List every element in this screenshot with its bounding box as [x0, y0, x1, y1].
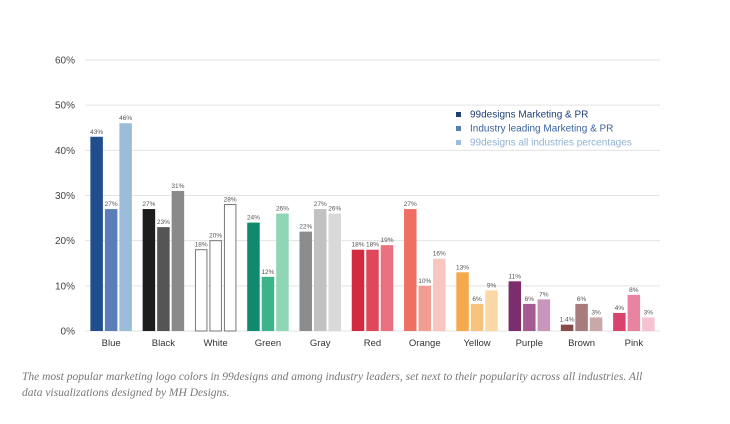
bar — [508, 281, 522, 331]
data-label: 27% — [105, 201, 118, 208]
data-label: 23% — [157, 219, 170, 226]
x-category-label: Black — [152, 338, 175, 349]
bar — [313, 209, 327, 331]
legend-swatch — [456, 140, 461, 145]
bar — [157, 227, 170, 331]
data-label: 1.4% — [560, 317, 575, 324]
x-category-label: Brown — [568, 338, 595, 349]
x-category-label: Purple — [516, 338, 543, 349]
data-label: 27% — [314, 201, 327, 208]
data-label: 24% — [247, 215, 260, 222]
bar — [537, 299, 551, 331]
data-label: 7% — [539, 291, 549, 298]
bar — [589, 317, 603, 331]
bar — [380, 245, 394, 331]
bar — [351, 249, 365, 331]
data-label: 3% — [591, 309, 601, 316]
bar — [119, 123, 132, 331]
bar — [560, 324, 574, 331]
legend-swatch — [456, 126, 461, 131]
bar — [485, 290, 498, 331]
bar — [299, 231, 312, 331]
data-label: 11% — [509, 273, 522, 280]
bar — [104, 209, 118, 331]
data-label: 27% — [142, 201, 155, 208]
data-label: 3% — [644, 309, 654, 316]
bar — [276, 213, 289, 331]
x-category-label: Green — [255, 338, 281, 349]
y-tick-label: 20% — [55, 236, 75, 247]
x-category-label: White — [204, 338, 228, 349]
bar — [613, 312, 626, 331]
data-label: 26% — [276, 206, 289, 213]
y-tick-label: 10% — [55, 281, 75, 292]
legend: 99designs Marketing & PR Industry leading… — [456, 110, 632, 149]
bar — [209, 240, 222, 332]
bar — [470, 303, 484, 331]
data-label: 10% — [418, 278, 431, 285]
data-label: 22% — [299, 224, 312, 231]
data-label: 31% — [171, 183, 184, 190]
data-label: 6% — [472, 296, 482, 303]
data-label: 18% — [195, 242, 208, 249]
data-label: 9% — [487, 282, 497, 289]
gridlines: 0% 10% 20% 30% 40% 50% 60% — [55, 56, 660, 338]
bar — [642, 317, 655, 331]
x-category-label: Gray — [310, 338, 331, 349]
legend-label: Industry leading Marketing & PR — [470, 124, 613, 135]
data-label: 43% — [90, 129, 103, 136]
bar — [418, 285, 432, 331]
data-label: 20% — [209, 233, 222, 240]
data-label: 18% — [366, 242, 379, 249]
y-tick-label: 50% — [55, 101, 75, 112]
bar — [366, 249, 379, 331]
bar — [90, 136, 103, 331]
bar — [223, 204, 237, 332]
bar — [194, 249, 208, 332]
bar — [523, 303, 536, 331]
x-category-label: Pink — [625, 338, 644, 349]
bar — [171, 190, 185, 331]
data-label: 6% — [577, 296, 587, 303]
y-tick-label: 30% — [55, 191, 75, 202]
data-label: 26% — [328, 206, 341, 213]
bar — [627, 294, 641, 331]
bar — [456, 272, 469, 331]
bars — [90, 123, 655, 332]
bar — [433, 258, 446, 331]
x-category-label: Yellow — [463, 338, 490, 349]
data-label: 8% — [629, 287, 639, 294]
bar — [261, 276, 275, 331]
bar — [142, 209, 156, 331]
x-category-label: Orange — [409, 338, 441, 349]
data-label: 46% — [119, 115, 132, 122]
data-label: 13% — [456, 264, 469, 271]
data-label: 12% — [261, 269, 274, 276]
data-label: 4% — [615, 305, 625, 312]
data-label: 28% — [224, 197, 237, 204]
bar — [328, 213, 341, 331]
data-label: 19% — [380, 237, 393, 244]
data-label: 6% — [525, 296, 535, 303]
x-category-label: Red — [364, 338, 381, 349]
data-labels: 43%27%46%Blue27%23%31%Black18%20%28%Whit… — [90, 115, 653, 349]
x-category-label: Blue — [102, 338, 121, 349]
legend-label: 99designs Marketing & PR — [470, 110, 588, 121]
y-tick-label: 0% — [61, 327, 76, 338]
bar — [404, 209, 417, 331]
figure-caption: The most popular marketing logo colors i… — [22, 371, 643, 399]
bar — [575, 303, 588, 331]
y-tick-label: 60% — [55, 56, 75, 67]
data-label: 16% — [433, 251, 446, 258]
bar — [247, 222, 260, 331]
legend-label: 99designs all industries percentages — [470, 138, 632, 149]
data-label: 18% — [351, 242, 364, 249]
y-tick-label: 40% — [55, 146, 75, 157]
legend-swatch — [456, 112, 461, 117]
data-label: 27% — [404, 201, 417, 208]
